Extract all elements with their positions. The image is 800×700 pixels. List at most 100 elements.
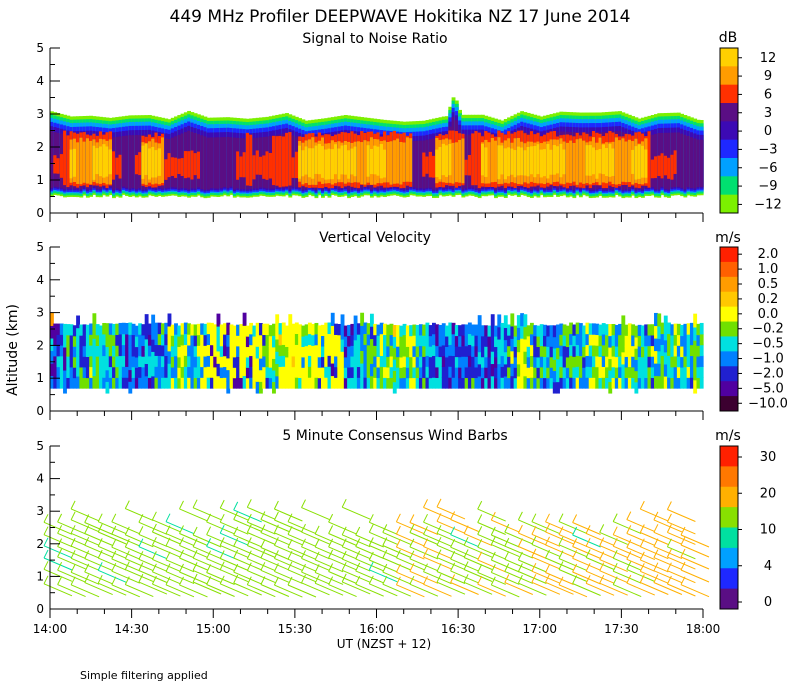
velocity-cell (438, 377, 443, 389)
velocity-cell (285, 346, 289, 358)
velocity-cell (219, 377, 224, 389)
velocity-cell (164, 322, 169, 335)
velocity-cell (569, 366, 573, 378)
x-axis-label: UT (NZST + 12) (337, 637, 431, 651)
colorbar-tick-label: −6 (758, 161, 777, 176)
snr-cell (376, 146, 381, 176)
velocity-cell (200, 366, 205, 378)
wind-barb (585, 532, 615, 546)
velocity-cell (445, 346, 449, 358)
velocity-cell (474, 377, 479, 389)
velocity-cell (125, 323, 129, 335)
wind-barb-flag (490, 526, 496, 536)
velocity-cell (147, 355, 152, 368)
unit-snr: dB (719, 30, 738, 46)
velocity-cell (673, 323, 678, 335)
velocity-cell (516, 363, 521, 377)
velocity-cell (667, 377, 671, 389)
velocity-cell (670, 324, 675, 336)
wind-barb (463, 544, 493, 558)
colorbar-tick-label: −1.0 (752, 352, 784, 367)
velocity-cell (631, 345, 636, 357)
velocity-cell (631, 377, 636, 389)
velocity-cell (203, 334, 208, 346)
velocity-cell (213, 334, 218, 347)
velocity-cell (500, 322, 505, 335)
velocity-cell (412, 377, 417, 389)
velocity-cell (670, 377, 675, 389)
velocity-cell (503, 363, 508, 377)
velocity-cell (92, 350, 97, 364)
velocity-cell (291, 345, 296, 357)
velocity-cell (445, 335, 449, 347)
velocity-cell (585, 377, 590, 389)
velocity-cell (500, 377, 505, 389)
snr-cell (369, 148, 374, 175)
wind-barb-flag (233, 574, 239, 584)
velocity-cell (650, 324, 655, 336)
velocity-cell (582, 367, 587, 379)
wind-barb-flag (436, 563, 442, 572)
colorbar-swatch (720, 321, 738, 337)
velocity-cell (255, 381, 260, 394)
velocity-cell (552, 370, 557, 383)
snr-cell (425, 156, 430, 174)
snr-cell (490, 137, 495, 183)
wind-barb-flag (436, 573, 442, 583)
velocity-cell (161, 355, 165, 368)
wind-barb (572, 522, 601, 535)
wind-barb-flag (301, 563, 306, 573)
snr-cell (200, 135, 205, 190)
velocity-cell (144, 375, 149, 389)
velocity-cell (69, 366, 74, 379)
wind-barb-flag (531, 526, 537, 535)
velocity-cell (108, 323, 113, 335)
velocity-cell (464, 335, 469, 347)
velocity-cell (533, 346, 538, 358)
velocity-cell (102, 344, 107, 357)
velocity-cell (654, 375, 658, 389)
wind-barb-flag (151, 575, 157, 585)
velocity-cell (369, 313, 374, 327)
velocity-cell (490, 351, 495, 365)
velocity-cell (125, 355, 129, 367)
velocity-cell (676, 345, 681, 357)
velocity-cell (376, 345, 381, 357)
velocity-cell (226, 381, 231, 394)
velocity-cell (552, 336, 557, 349)
velocity-cell (105, 381, 110, 394)
x-tick-label: 17:00 (522, 622, 557, 636)
wind-barb-flag (558, 536, 564, 546)
velocity-cell (614, 377, 619, 389)
velocity-cell (252, 346, 257, 358)
wind-barb-flag (409, 550, 415, 560)
velocity-cell (85, 377, 90, 389)
velocity-cell (138, 344, 143, 357)
velocity-cell (281, 366, 286, 378)
velocity-cell (480, 356, 485, 368)
velocity-cell (118, 366, 123, 378)
velocity-cell (529, 322, 534, 335)
snr-cell (631, 149, 636, 174)
wind-barb-flag (477, 500, 483, 510)
wind-barb-flag (341, 498, 347, 508)
velocity-cell (595, 366, 600, 378)
velocity-cell (578, 355, 583, 367)
wind-barb-flag (450, 526, 456, 535)
velocity-cell (206, 333, 211, 346)
snr-cell (686, 136, 691, 188)
velocity-cell (670, 334, 675, 347)
velocity-cell (490, 326, 495, 340)
velocity-cell (196, 345, 201, 357)
snr-cell (503, 148, 508, 180)
wind-barb (138, 533, 168, 547)
velocity-cell (536, 356, 541, 368)
wind-barb-flag (395, 525, 401, 535)
colorbar-swatch (720, 276, 738, 293)
snr-cell (520, 147, 525, 176)
velocity-cell (347, 335, 351, 347)
velocity-cell (59, 334, 64, 346)
velocity-cell (454, 324, 459, 337)
velocity-cell (461, 345, 466, 357)
velocity-cell (353, 339, 358, 353)
